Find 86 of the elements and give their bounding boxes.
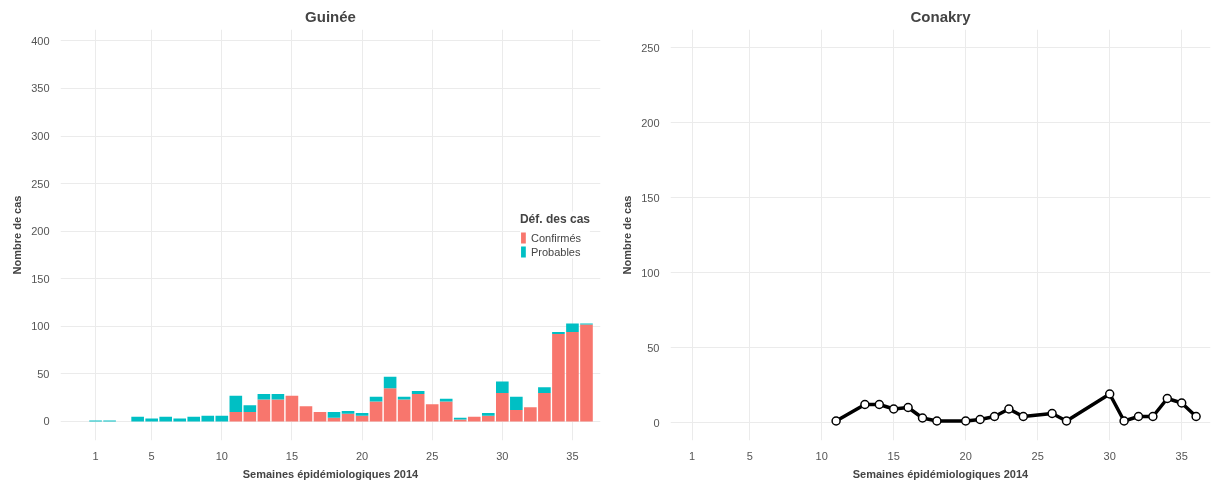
point [860, 399, 870, 410]
y-axis-title: Nombre de cas [621, 195, 634, 275]
x-axis-title: Semaines épidémiologiques 2014 [242, 467, 420, 480]
bar [355, 412, 369, 416]
bar [243, 411, 257, 422]
x-tick-label: 20 [959, 449, 972, 462]
x-tick-label: 1 [92, 449, 99, 462]
x-tick-label: 30 [496, 449, 509, 462]
point [1061, 416, 1072, 426]
y-tick-label: 0 [43, 415, 50, 428]
x-axis-title: Semaines épidémiologiques 2014 [852, 467, 1030, 480]
x-tick-label: 25 [426, 449, 439, 462]
point [1133, 411, 1144, 422]
bar [496, 381, 509, 393]
point [1191, 411, 1201, 422]
x-tick-label: 10 [215, 449, 228, 462]
x-tick-label: 35 [1175, 449, 1188, 462]
bar [510, 396, 523, 411]
bar [285, 395, 299, 422]
point [917, 413, 928, 423]
y-tick-label: 150 [31, 272, 50, 285]
bar [327, 411, 341, 418]
bar [397, 399, 411, 422]
legend-title: Déf. des cas [519, 211, 590, 225]
point [1004, 404, 1014, 414]
legend-label: Confirmés [530, 231, 582, 243]
x-tick-label: 35 [566, 449, 579, 462]
y-tick-label: 0 [653, 416, 660, 429]
x-tick-label: 30 [1103, 449, 1116, 462]
bar [229, 411, 243, 422]
bar [341, 411, 355, 414]
y-tick-label: 300 [31, 130, 50, 143]
y-tick-label: 200 [641, 116, 660, 129]
bar [397, 396, 411, 400]
y-tick-label: 400 [31, 34, 50, 47]
x-tick-label: 20 [355, 449, 369, 462]
bar [257, 393, 271, 400]
point [888, 404, 899, 414]
y-tick-label: 100 [31, 320, 50, 333]
bar [243, 405, 257, 412]
y-tick-label: 150 [641, 191, 660, 204]
bar [411, 393, 425, 422]
bar [257, 399, 271, 422]
bar [383, 388, 397, 422]
y-tick-label: 250 [31, 177, 50, 190]
point [1018, 411, 1029, 422]
point [1047, 408, 1057, 419]
x-tick-label: 15 [887, 449, 900, 462]
x-tick-label: 1 [689, 449, 696, 462]
x-tick-label: 25 [1031, 449, 1044, 462]
y-axis-title: Nombre de cas [11, 195, 24, 275]
legend-label: Probables [530, 245, 581, 257]
x-tick-label: 15 [285, 449, 299, 462]
y-tick-label: 250 [641, 41, 660, 54]
bar [229, 395, 243, 412]
x-tick-label: 10 [815, 449, 828, 462]
y-tick-label: 200 [31, 225, 50, 238]
point [989, 411, 1000, 422]
point [1104, 389, 1115, 399]
bar [299, 406, 313, 422]
bar [481, 412, 495, 416]
y-tick-label: 50 [647, 341, 660, 354]
bar [369, 401, 383, 422]
point [960, 416, 971, 426]
bar [271, 399, 285, 422]
point [1148, 411, 1158, 422]
y-tick-label: 100 [641, 266, 660, 279]
chart-title: Guinée [305, 7, 356, 25]
point [975, 414, 985, 425]
point [1162, 393, 1173, 404]
point [1119, 416, 1129, 426]
point [831, 416, 841, 426]
bar [313, 411, 327, 422]
point [903, 402, 913, 413]
chart-title: Conakry [910, 7, 972, 25]
y-tick-label: 350 [31, 82, 50, 95]
bar [383, 376, 397, 389]
x-tick-label: 5 [746, 449, 753, 462]
bar [271, 393, 285, 400]
x-tick-label: 5 [148, 449, 155, 462]
point [932, 416, 942, 426]
bar [411, 391, 425, 394]
y-tick-label: 50 [37, 367, 50, 380]
bar [538, 387, 551, 393]
point [1176, 398, 1187, 408]
point [874, 399, 885, 410]
